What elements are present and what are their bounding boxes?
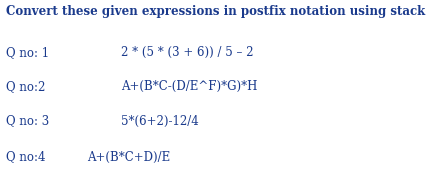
Text: Q no: 3: Q no: 3	[6, 115, 50, 128]
Text: Q no: 1: Q no: 1	[6, 46, 50, 59]
Text: Q no:4: Q no:4	[6, 150, 46, 163]
Text: 2 * (5 * (3 + 6)) / 5 – 2: 2 * (5 * (3 + 6)) / 5 – 2	[121, 46, 254, 59]
Text: Convert these given expressions in postfix notation using stack: Convert these given expressions in postf…	[6, 5, 426, 18]
Text: A+(B*C+D)/E: A+(B*C+D)/E	[87, 150, 170, 163]
Text: Q no:2: Q no:2	[6, 80, 46, 93]
Text: A+(B*C-(D/E^F)*G)*H: A+(B*C-(D/E^F)*G)*H	[121, 80, 258, 93]
Text: 5*(6+2)-12/4: 5*(6+2)-12/4	[121, 115, 199, 128]
